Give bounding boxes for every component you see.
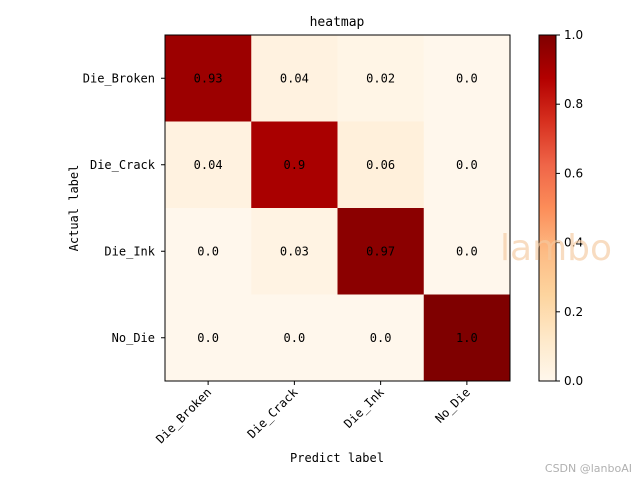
y-tick-label: Die_Broken — [83, 71, 155, 85]
heatmap-cell — [337, 121, 425, 209]
cell-value-label: 1.0 — [456, 331, 478, 345]
colorbar-tick-label: 0.0 — [564, 374, 583, 388]
cell-value-label: 0.06 — [366, 158, 395, 172]
heatmap-cell — [251, 208, 338, 295]
y-tick-label: Die_Ink — [104, 244, 155, 258]
watermark: lambo — [500, 228, 612, 269]
cell-value-label: 0.93 — [194, 71, 223, 85]
y-axis-title: Actual label — [67, 165, 81, 252]
cell-value-label: 0.0 — [456, 71, 478, 85]
colorbar: 0.0 0.2 0.4 0.6 0.8 1.0 — [538, 28, 583, 388]
colorbar-tick-label: 1.0 — [564, 28, 583, 42]
colorbar-tick-label: 0.6 — [564, 166, 583, 180]
heatmap-cell — [165, 121, 252, 209]
colorbar-gradient — [538, 34, 557, 382]
cell-value-label: 0.04 — [194, 158, 223, 172]
chart-title: heatmap — [310, 15, 365, 30]
cell-value-label: 0.03 — [280, 244, 309, 258]
cell-value-label: 0.97 — [366, 244, 395, 258]
plot-frame — [164, 34, 511, 382]
colorbar-tick-label: 0.2 — [564, 305, 583, 319]
x-axis-title: Predict label — [290, 451, 384, 465]
heatmap-cells — [165, 35, 511, 382]
cell-value-label: 0.02 — [366, 71, 395, 85]
heatmap-cell — [251, 35, 338, 122]
x-tick-label: Die_Crack — [245, 385, 301, 441]
heatmap-cell — [251, 294, 338, 382]
cell-value-label: 0.0 — [284, 331, 306, 345]
x-tick-label: Die_Broken — [153, 385, 214, 446]
y-tick-label: Die_Crack — [90, 158, 156, 172]
cell-value-label: 0.0 — [456, 244, 478, 258]
credit-text: CSDN @lanboAI — [545, 462, 632, 475]
heatmap-cell-labels: 0.93 0.04 0.02 0.0 0.04 0.9 0.06 0.0 0.0 0.03 0.97… — [194, 71, 478, 345]
heatmap-cell — [165, 35, 252, 122]
heatmap-cell — [337, 294, 425, 382]
cell-value-label: 0.9 — [284, 158, 306, 172]
heatmap-cell — [165, 208, 252, 295]
heatmap-cell — [251, 121, 338, 209]
heatmap-cell — [423, 294, 511, 382]
heatmap-cell — [423, 35, 511, 122]
colorbar-tick-label: 0.4 — [564, 236, 583, 250]
colorbar-tick-label: 0.8 — [564, 97, 583, 111]
y-tick-label: No_Die — [112, 331, 155, 345]
cell-value-label: 0.04 — [280, 71, 309, 85]
x-tick-label: No_Die — [432, 385, 473, 426]
x-tick-label: Die_Ink — [341, 385, 387, 431]
heatmap-cell — [423, 208, 511, 295]
heatmap-cell — [165, 294, 252, 382]
heatmap-cell — [337, 35, 425, 122]
cell-value-label: 0.0 — [197, 244, 219, 258]
heatmap-cell — [337, 208, 425, 295]
cell-value-label: 0.0 — [197, 331, 219, 345]
cell-value-label: 0.0 — [370, 331, 392, 345]
heatmap-cell — [423, 121, 511, 209]
cell-value-label: 0.0 — [456, 158, 478, 172]
